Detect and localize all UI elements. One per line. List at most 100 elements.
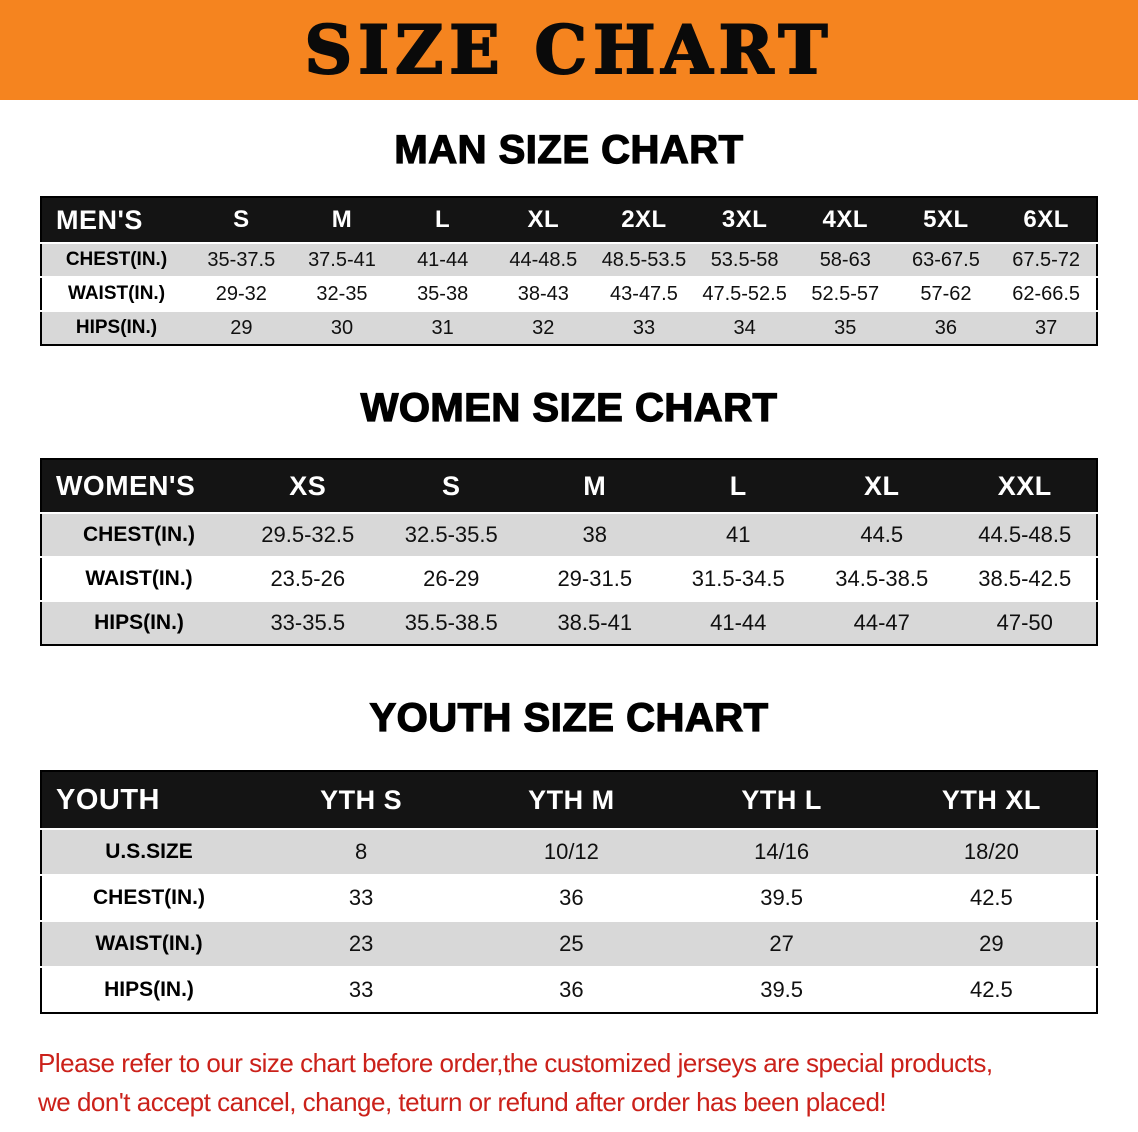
table-row: WAIST(IN.) 23 25 27 29 [41,921,1097,967]
row-label-cell: HIPS(IN.) [104,978,194,1001]
data-cell: 67.5-72 [1012,248,1081,271]
data-cell: 33 [348,885,374,910]
column-header-cell: 2XL [593,197,695,243]
row-label-cell: HIPS(IN.) [75,317,158,338]
table-row: HIPS(IN.) 33-35.5 35.5-38.5 38.5-41 41-44 44-… [41,601,1097,645]
data-cell: 57-62 [920,282,972,305]
table-row: HIPS(IN.) 29 30 31 32 33 34 35 36 37 [41,311,1097,345]
column-header-cell: YTH S [256,771,467,829]
data-cell: 33-35.5 [270,610,346,635]
youth-section-heading: YOUTH SIZE CHART [369,695,769,740]
column-header-cell: XL [810,459,954,513]
data-cell: 44-47 [853,610,910,635]
data-cell: 36 [934,316,958,339]
data-cell: 37.5-41 [308,248,376,271]
column-header-cell: S [379,459,523,513]
data-cell: 29-32 [215,282,267,305]
data-cell: 38 [582,522,607,547]
data-cell: 27 [769,931,794,956]
mens-size-table: MEN'S S M L XL 2XL 3XL 4XL 5XL 6XL CHEST(IN.) 35-37… [40,196,1098,346]
data-cell: 39.5 [760,885,804,910]
table-row: HIPS(IN.) 33 36 39.5 42.5 [41,967,1097,1013]
row-label-cell: WAIST(IN.) [95,932,203,955]
data-cell: 23 [348,931,374,956]
data-cell: 26-29 [423,566,480,591]
data-cell: 39.5 [760,977,804,1002]
row-label-cell: CHEST(IN.) [65,249,168,270]
data-cell: 41-44 [417,248,469,271]
column-header-cell: XL [492,197,594,243]
data-cell: 43-47.5 [610,282,678,305]
banner: SIZE CHART [0,0,1138,100]
column-header-cell: L [666,459,810,513]
data-cell: 29.5-32.5 [261,522,355,547]
data-cell: 32 [532,316,555,339]
data-cell: 32.5-35.5 [404,522,498,547]
column-header-cell: 6XL [996,197,1097,243]
footer-note-line-2: we don't accept cancel, change, teturn o… [38,1087,887,1117]
table-row: CHEST(IN.) 33 36 39.5 42.5 [41,875,1097,921]
data-cell: 41-44 [710,610,767,635]
column-header-cell: YTH XL [886,771,1097,829]
table-row: WAIST(IN.) 29-32 32-35 35-38 38-43 43-47.5 47.… [41,277,1097,311]
data-cell: 33 [632,316,656,339]
header-row: MEN'S S M L XL 2XL 3XL 4XL 5XL 6XL [41,197,1097,243]
data-cell: 31.5-34.5 [691,566,785,591]
row-label-cell: WAIST(IN.) [67,283,166,304]
row-label-cell: CHEST(IN.) [93,886,205,909]
data-cell: 47-50 [996,610,1053,635]
data-cell: 38.5-41 [557,610,633,635]
data-cell: 42.5 [969,885,1013,910]
mens-section-heading: MAN SIZE CHART [394,127,744,172]
data-cell: 35.5-38.5 [404,610,498,635]
data-cell: 62-66.5 [1012,282,1081,305]
data-cell: 34 [733,316,756,339]
column-header-cell: 5XL [895,197,997,243]
data-cell: 36 [559,977,584,1002]
page-title: SIZE CHART [304,11,834,89]
header-row: WOMEN'S XS S M L XL XXL [41,459,1097,513]
data-cell: 36 [559,885,584,910]
table-title-cell: YOUTH [41,771,256,829]
data-cell: 34.5-38.5 [835,566,929,591]
data-cell: 42.5 [969,977,1013,1002]
data-cell: 58-63 [819,248,871,271]
womens-section: WOMEN SIZE CHART WOMEN'S XS S M L XL XXL CHEST(… [0,385,1138,646]
data-cell: 35-38 [417,282,469,305]
data-cell: 33 [348,977,374,1002]
womens-section-heading: WOMEN SIZE CHART [360,385,778,430]
data-cell: 8 [355,839,368,864]
column-header-cell: YTH L [676,771,887,829]
column-header-cell: YTH M [466,771,677,829]
data-cell: 18/20 [963,839,1019,864]
column-header-cell: XXL [953,459,1097,513]
column-header-cell: 3XL [694,197,795,243]
data-cell: 14/16 [754,839,810,864]
data-cell: 44.5 [860,522,904,547]
data-cell: 38-43 [517,282,569,305]
data-cell: 10/12 [543,839,599,864]
header-row: YOUTH YTH S YTH M YTH L YTH XL [41,771,1097,829]
youth-size-table: YOUTH YTH S YTH M YTH L YTH XL U.S.SIZE 8 10/12… [40,770,1098,1014]
data-cell: 41 [726,522,751,547]
column-header-cell: 4XL [794,197,896,243]
data-cell: 23.5-26 [270,566,346,591]
data-cell: 29-31.5 [557,566,633,591]
table-title-cell: MEN'S [41,197,191,243]
table-title-cell: WOMEN'S [41,459,236,513]
row-label-cell: WAIST(IN.) [85,567,193,590]
data-cell: 25 [559,931,584,956]
footer-note: Please refer to our size chart before or… [38,1044,1100,1122]
row-label-cell: CHEST(IN.) [83,523,195,546]
column-header-cell: M [523,459,667,513]
data-cell: 47.5-52.5 [702,282,787,305]
column-header-cell: XS [236,459,380,513]
column-header-cell: S [191,197,292,243]
column-header-cell: L [392,197,493,243]
womens-size-table: WOMEN'S XS S M L XL XXL CHEST(IN.) 29.5-32.5 32.5… [40,458,1098,646]
row-label-cell: U.S.SIZE [105,840,193,863]
data-cell: 37 [1035,316,1058,339]
data-cell: 48.5-53.5 [601,248,687,271]
data-cell: 44.5-48.5 [978,522,1072,547]
